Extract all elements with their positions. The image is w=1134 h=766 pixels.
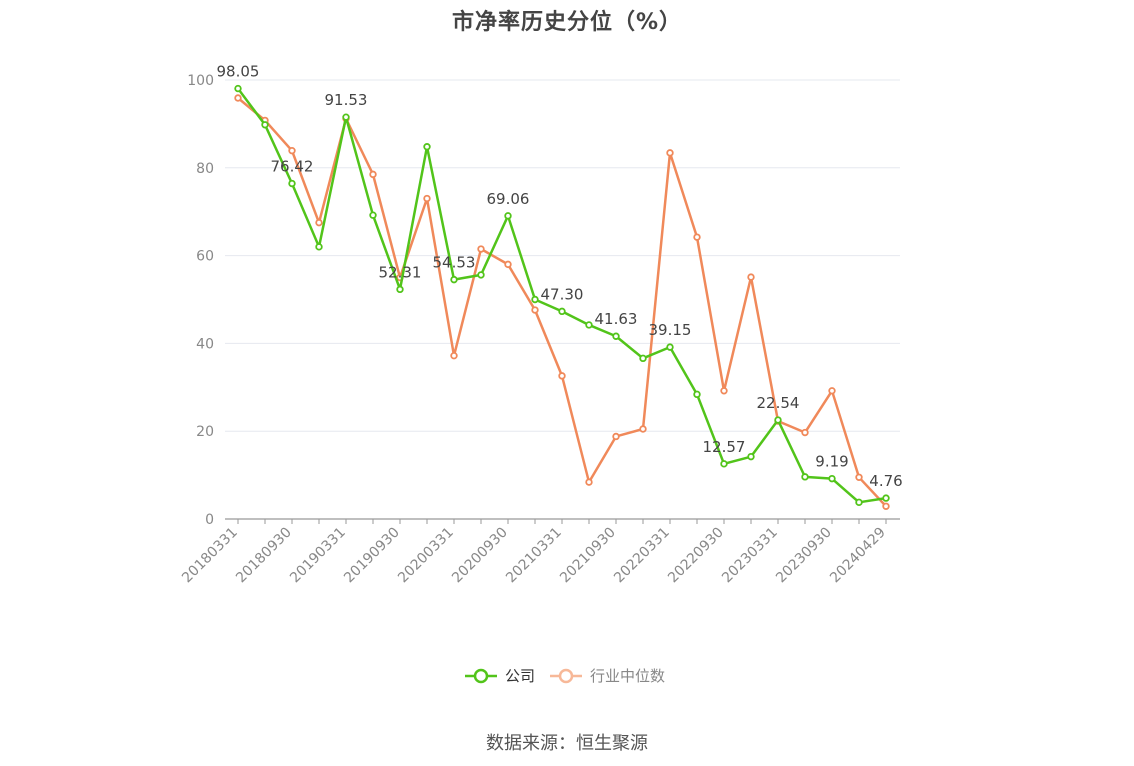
data-point (612, 332, 620, 340)
y-tick-label: 60 (196, 249, 214, 265)
data-point (774, 416, 782, 424)
x-tick-label: 20200930 (449, 525, 511, 587)
data-label: 54.53 (433, 254, 476, 272)
data-point (477, 245, 485, 253)
y-tick-label: 20 (196, 424, 214, 440)
data-label: 12.57 (703, 438, 746, 456)
data-label: 39.15 (649, 321, 692, 339)
legend-item-company[interactable]: 公司 (465, 667, 535, 685)
data-point (504, 212, 512, 220)
data-label: 22.54 (757, 394, 800, 412)
x-tick-label: 20210930 (557, 525, 619, 587)
x-tick-label: 20210331 (503, 525, 565, 587)
x-tick-label: 20190930 (341, 525, 403, 587)
data-label: 41.63 (595, 310, 638, 328)
legend-label: 公司 (505, 667, 535, 685)
data-label: 91.53 (325, 91, 368, 109)
data-point (639, 354, 647, 363)
data-point (693, 390, 701, 399)
data-point (288, 179, 296, 188)
data-point (855, 473, 863, 481)
x-tick-label: 20180331 (179, 525, 241, 587)
data-point (396, 285, 404, 294)
data-point (423, 143, 431, 151)
data-point (315, 218, 323, 227)
data-point (639, 425, 647, 433)
data-point (612, 432, 620, 441)
x-axis: 2018033120180930201903312019093020200331… (179, 518, 900, 587)
series-company (234, 84, 890, 507)
data-point (855, 498, 863, 507)
data-label: 76.42 (271, 158, 314, 176)
data-label: 52.31 (379, 263, 422, 281)
y-axis-ticks: 0 20 40 60 80 100 (187, 73, 214, 528)
data-point (234, 84, 242, 93)
grid-lines (225, 79, 900, 432)
data-point (315, 243, 323, 251)
x-tick-label: 20230930 (773, 525, 835, 587)
data-point (666, 343, 674, 351)
data-point (234, 94, 242, 102)
data-point (477, 271, 485, 279)
data-point (882, 494, 890, 502)
data-point (369, 170, 377, 179)
data-point (369, 211, 377, 219)
y-tick-label: 0 (205, 512, 214, 528)
data-point (261, 121, 269, 129)
legend-label: 行业中位数 (590, 667, 665, 685)
data-point (423, 194, 431, 203)
legend-marker (558, 668, 574, 684)
data-label: 69.06 (487, 190, 530, 208)
data-label: 4.76 (869, 472, 902, 490)
x-tick-label: 20230331 (719, 525, 781, 587)
data-point (531, 295, 539, 304)
data-point (801, 428, 809, 437)
data-label: 98.05 (217, 63, 260, 81)
x-tick-label: 20220930 (665, 525, 727, 587)
data-point (828, 474, 836, 483)
chart-title: 市净率历史分位（%） (451, 10, 683, 35)
data-point (450, 351, 458, 360)
y-tick-label: 40 (196, 336, 214, 352)
data-point (342, 113, 350, 121)
data-point (450, 275, 458, 284)
data-point (558, 307, 566, 316)
data-point (720, 460, 728, 468)
data-point (801, 473, 809, 481)
y-tick-label: 80 (196, 161, 214, 177)
data-label: 9.19 (815, 453, 848, 471)
data-point (882, 502, 890, 510)
data-point (558, 372, 566, 380)
y-tick-label: 100 (187, 73, 214, 89)
data-point (693, 233, 701, 241)
data-label: 47.30 (541, 285, 584, 303)
data-point (720, 387, 728, 395)
data-point (666, 149, 674, 157)
x-tick-label: 20200331 (395, 525, 457, 587)
data-point (504, 260, 512, 269)
legend: 公司 行业中位数 (465, 667, 665, 685)
data-point (585, 478, 593, 486)
x-tick-label: 20190331 (287, 525, 349, 587)
x-tick-label: 20180930 (233, 525, 295, 587)
data-point (531, 306, 539, 314)
data-point (585, 321, 593, 329)
data-point (747, 273, 755, 281)
legend-marker (473, 668, 489, 684)
x-tick-label: 20240429 (827, 525, 889, 587)
series-layer (234, 84, 890, 510)
data-source: 数据来源：恒生聚源 (486, 733, 648, 754)
legend-item-industry-median[interactable]: 行业中位数 (550, 667, 665, 685)
data-point (288, 146, 296, 155)
data-labels-layer: 98.05 76.42 91.53 52.31 54.53 69.06 47.30 41.63… (217, 63, 903, 491)
data-point (747, 452, 755, 461)
data-point (828, 387, 836, 395)
x-tick-label: 20220331 (611, 525, 673, 587)
